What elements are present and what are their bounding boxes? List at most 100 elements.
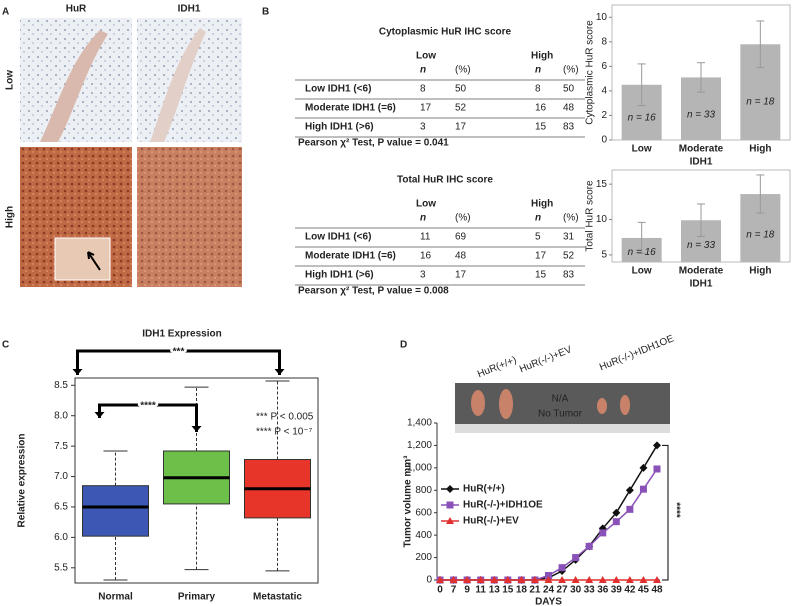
column-header: IDH1 bbox=[178, 4, 201, 15]
marker bbox=[639, 463, 648, 472]
table-subheader: (%) bbox=[455, 65, 471, 76]
legend-label: HuR(+/+) bbox=[463, 484, 505, 495]
table-cell: 8 bbox=[535, 84, 541, 95]
x-tick-label: 30 bbox=[570, 585, 582, 596]
table-title: Cytoplasmic HuR IHC score bbox=[379, 27, 512, 38]
y-tick-label: 800 bbox=[415, 485, 432, 496]
marker bbox=[585, 542, 593, 550]
x-tick-label: Metastatic bbox=[253, 592, 302, 603]
photo-note: N/A bbox=[552, 394, 569, 405]
marker bbox=[626, 505, 634, 513]
table-cell: 15 bbox=[535, 122, 547, 133]
y-tick-label: 200 bbox=[415, 552, 432, 563]
marker bbox=[436, 576, 444, 583]
table-cell: 5 bbox=[535, 232, 541, 243]
x-tick-label: 42 bbox=[624, 585, 636, 596]
marker bbox=[558, 564, 566, 572]
p-note: **** P < 10⁻⁷ bbox=[256, 427, 313, 438]
marker bbox=[639, 485, 647, 493]
y-tick-label: 600 bbox=[415, 507, 432, 518]
table-group: High bbox=[531, 199, 553, 210]
arrowhead bbox=[94, 412, 105, 418]
p-note: *** P < 0.005 bbox=[256, 412, 314, 423]
marker bbox=[503, 576, 512, 583]
photo-label: HuR(-/-)+EV bbox=[518, 344, 574, 375]
bar-annotation: n = 33 bbox=[687, 240, 716, 251]
table-cell: 16 bbox=[535, 103, 547, 114]
table-cell: 11 bbox=[420, 232, 431, 243]
table-cell: 83 bbox=[563, 270, 575, 281]
table-cell: 50 bbox=[455, 84, 467, 95]
y-axis-title: Relative expression bbox=[17, 434, 28, 528]
y-tick-label: 2 bbox=[601, 110, 607, 121]
x-tick-label: Moderate bbox=[679, 144, 724, 155]
marker bbox=[558, 576, 567, 583]
table-group: Low bbox=[416, 51, 436, 62]
row-label: High IDH1 (>6) bbox=[305, 122, 374, 133]
bar-annotation: n = 33 bbox=[687, 110, 716, 121]
y-tick-label: 8.0 bbox=[54, 410, 68, 421]
marker bbox=[639, 576, 648, 583]
y-tick-label: 5 bbox=[601, 250, 607, 261]
marker bbox=[571, 576, 580, 583]
table-group: Low bbox=[416, 199, 436, 210]
row-header: Low bbox=[5, 70, 16, 90]
inset bbox=[54, 237, 111, 281]
y-tick-label: 1,000 bbox=[407, 462, 432, 473]
bracket bbox=[662, 444, 669, 581]
y-axis-title: Cytoplasmic HuR score bbox=[585, 20, 596, 125]
ihc-image bbox=[137, 147, 242, 287]
x-tick-label: 27 bbox=[557, 585, 569, 596]
bar-annotation: n = 16 bbox=[628, 247, 657, 258]
line bbox=[440, 445, 658, 581]
panel-label: D bbox=[400, 340, 407, 351]
x-tick-label: 33 bbox=[584, 585, 596, 596]
y-tick-label: 1,200 bbox=[407, 440, 432, 451]
table-subheader: n bbox=[420, 213, 426, 224]
table-subheader: (%) bbox=[563, 65, 579, 76]
x-tick-label: 24 bbox=[543, 585, 555, 596]
bracket bbox=[98, 403, 198, 432]
row-label: High IDH1 (>6) bbox=[305, 270, 374, 281]
ruler bbox=[455, 424, 670, 433]
x-tick-label: 7 bbox=[451, 585, 457, 596]
photo-label: HuR(-/-)+IDH1OE bbox=[598, 333, 676, 373]
ihc-image bbox=[137, 18, 242, 142]
x-tick-label: 15 bbox=[502, 585, 514, 596]
row-header: High bbox=[5, 206, 16, 228]
marker bbox=[625, 576, 634, 583]
x-tick-label: 21 bbox=[529, 585, 541, 596]
x-tick-label: 18 bbox=[516, 585, 528, 596]
marker bbox=[476, 576, 485, 583]
table-subheader: n bbox=[535, 213, 541, 224]
panel-label: B bbox=[262, 7, 269, 18]
x-tick-label: 48 bbox=[651, 585, 663, 596]
marker bbox=[449, 576, 458, 583]
y-tick-label: 6 bbox=[601, 61, 607, 72]
y-tick-label: 7.0 bbox=[54, 471, 68, 482]
legend-marker bbox=[446, 501, 454, 509]
table-subheader: (%) bbox=[455, 213, 471, 224]
table-cell: 69 bbox=[455, 232, 467, 243]
x-tick-label: Primary bbox=[178, 592, 216, 603]
table-cell: 17 bbox=[455, 270, 467, 281]
marker bbox=[530, 576, 539, 583]
x-axis-title: IDH1 bbox=[690, 279, 713, 290]
marker bbox=[599, 529, 607, 537]
column-header: HuR bbox=[66, 4, 87, 15]
y-tick-label: 10 bbox=[596, 214, 608, 225]
marker bbox=[598, 576, 607, 583]
tumor bbox=[499, 389, 513, 419]
marker bbox=[517, 576, 526, 583]
legend-label: HuR(-/-)+EV bbox=[463, 516, 519, 527]
marker bbox=[653, 576, 661, 583]
photo-note: No Tumor bbox=[538, 409, 583, 420]
table-cell: 52 bbox=[455, 103, 467, 114]
tumor bbox=[471, 390, 485, 416]
table-cell: 17 bbox=[420, 103, 432, 114]
table-cell: 8 bbox=[420, 84, 426, 95]
x-tick-label: 36 bbox=[597, 585, 609, 596]
marker bbox=[612, 508, 621, 517]
x-axis-title: IDH1 bbox=[690, 157, 713, 168]
table-title: Total HuR IHC score bbox=[397, 175, 493, 186]
